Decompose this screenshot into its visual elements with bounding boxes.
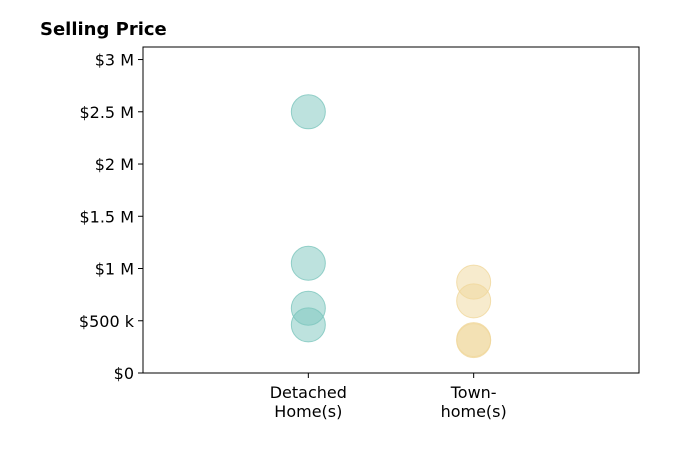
x-tick-label: home(s) bbox=[441, 402, 507, 421]
data-point bbox=[456, 323, 492, 359]
y-tick-label: $0 bbox=[114, 364, 134, 383]
chart-title: Selling Price bbox=[40, 19, 167, 40]
y-tick-label: $1.5 M bbox=[79, 207, 134, 226]
data-point bbox=[290, 307, 326, 343]
y-tick-label: $2 M bbox=[95, 155, 134, 174]
x-tick-label: Detached bbox=[270, 383, 347, 402]
data-point bbox=[456, 283, 492, 319]
data-point bbox=[290, 245, 326, 281]
plot-area: $0 $500 k $1 M $1.5 M $2 M $2.5 M $3 M Detached… bbox=[79, 46, 640, 421]
x-tick-label: Town- bbox=[450, 383, 497, 402]
plot-frame bbox=[142, 46, 640, 374]
y-tick-label: $3 M bbox=[95, 51, 134, 70]
y-tick-label: $1 M bbox=[95, 260, 134, 279]
data-point bbox=[290, 94, 326, 130]
y-tick-label: $500 k bbox=[79, 312, 135, 331]
y-tick-label: $2.5 M bbox=[79, 103, 134, 122]
x-tick-label: Home(s) bbox=[274, 402, 342, 421]
